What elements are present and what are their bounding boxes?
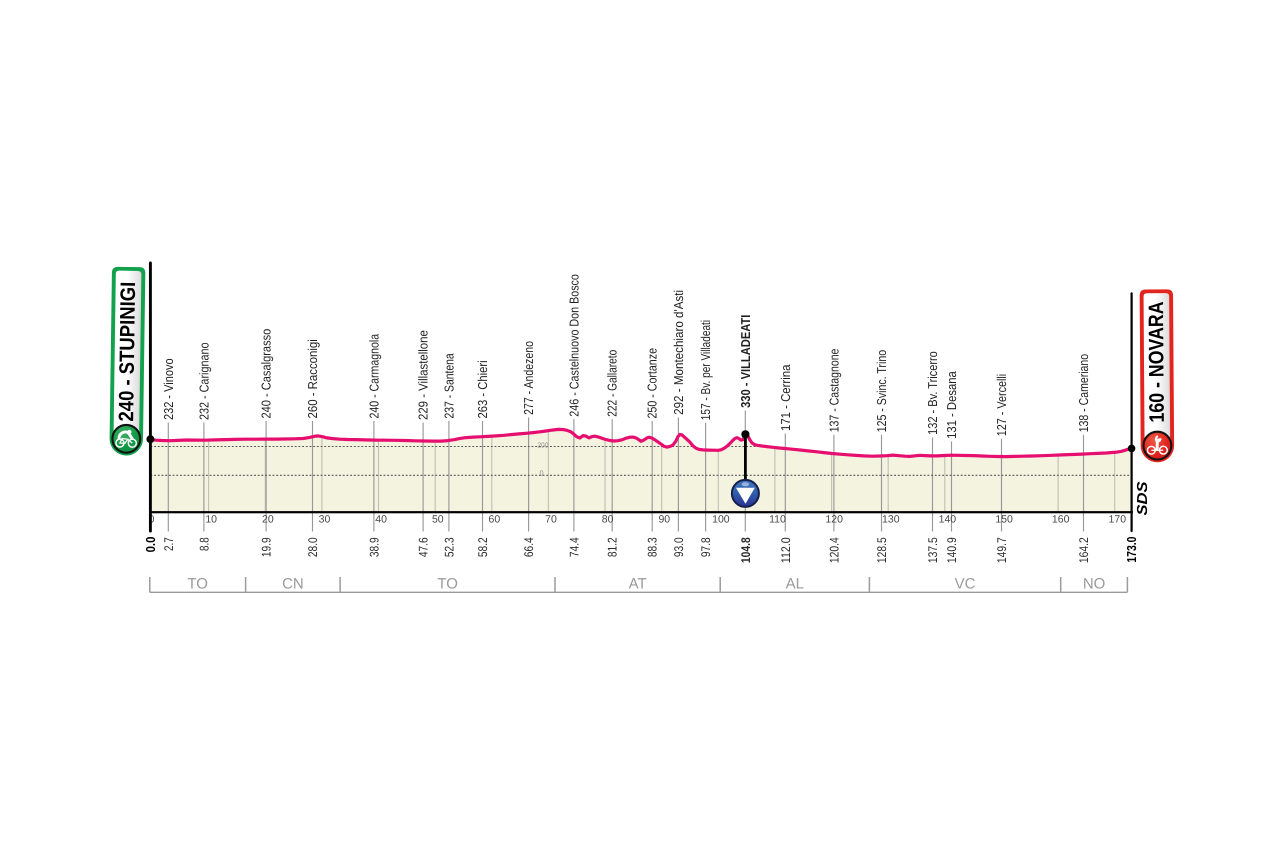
svg-text:171 - Cerrina: 171 - Cerrina (778, 364, 793, 431)
svg-text:150: 150 (995, 514, 1013, 526)
svg-text:292 - Montechiaro d'Asti: 292 - Montechiaro d'Asti (671, 290, 686, 415)
svg-text:88.3: 88.3 (646, 537, 660, 557)
svg-text:93.0: 93.0 (672, 537, 686, 557)
svg-text:138 - Cameriano: 138 - Cameriano (1076, 354, 1091, 432)
svg-text:170: 170 (1109, 514, 1127, 526)
svg-text:20: 20 (262, 514, 274, 526)
svg-text:131 - Desana: 131 - Desana (944, 370, 959, 438)
svg-text:47.6: 47.6 (417, 537, 431, 557)
svg-text:AL: AL (786, 576, 804, 593)
svg-text:173.0: 173.0 (1124, 537, 1139, 563)
svg-text:229 - Villastellone: 229 - Villastellone (416, 330, 431, 420)
svg-text:CN: CN (282, 576, 304, 593)
svg-text:140.9: 140.9 (945, 537, 959, 563)
svg-text:28.0: 28.0 (306, 537, 320, 557)
svg-text:38.9: 38.9 (367, 537, 381, 557)
svg-text:240 - Casalgrasso: 240 - Casalgrasso (259, 329, 274, 419)
svg-text:277 - Andezeno: 277 - Andezeno (521, 341, 536, 415)
svg-text:TO: TO (437, 576, 458, 593)
svg-text:160: 160 (1052, 514, 1070, 526)
svg-text:52.3: 52.3 (442, 537, 456, 557)
svg-text:30: 30 (319, 514, 331, 526)
svg-text:NO: NO (1083, 576, 1106, 593)
svg-text:TO: TO (187, 576, 208, 593)
svg-text:80: 80 (602, 514, 614, 526)
svg-text:120.4: 120.4 (827, 537, 841, 563)
svg-text:0: 0 (540, 469, 544, 478)
svg-text:100: 100 (712, 514, 730, 526)
svg-text:232 - Vinovo: 232 - Vinovo (161, 358, 176, 420)
svg-text:2.7: 2.7 (162, 537, 176, 551)
svg-text:120: 120 (825, 514, 843, 526)
svg-text:260 - Racconigi: 260 - Racconigi (305, 339, 320, 418)
svg-text:149.7: 149.7 (995, 537, 1009, 563)
svg-text:200: 200 (537, 440, 548, 449)
svg-text:74.4: 74.4 (567, 537, 581, 557)
svg-text:19.9: 19.9 (260, 537, 274, 557)
svg-text:90: 90 (658, 514, 670, 526)
svg-text:240 - Carmagnola: 240 - Carmagnola (366, 333, 381, 418)
svg-text:40: 40 (375, 514, 387, 526)
svg-text:130: 130 (882, 514, 900, 526)
svg-text:232 - Carignano: 232 - Carignano (196, 343, 211, 421)
svg-text:137 - Castagnone: 137 - Castagnone (826, 349, 841, 433)
svg-text:240 - STUPINIGI: 240 - STUPINIGI (115, 282, 140, 422)
svg-text:70: 70 (545, 514, 557, 526)
svg-text:60: 60 (489, 514, 501, 526)
svg-text:140: 140 (939, 514, 957, 526)
svg-text:137.5: 137.5 (926, 537, 940, 563)
svg-text:50: 50 (432, 514, 444, 526)
svg-text:81.2: 81.2 (606, 537, 620, 557)
svg-text:222 - Gallareto: 222 - Gallareto (605, 350, 620, 417)
svg-text:160 - NOVARA: 160 - NOVARA (1145, 301, 1169, 422)
svg-text:8.8: 8.8 (197, 537, 211, 551)
svg-text:164.2: 164.2 (1077, 537, 1091, 563)
svg-text:125 - Svinc. Trino: 125 - Svinc. Trino (874, 350, 889, 432)
svg-text:263 - Chieri: 263 - Chieri (475, 360, 490, 418)
svg-text:127 - Vercelli: 127 - Vercelli (994, 374, 1009, 436)
svg-text:SDS: SDS (1135, 481, 1151, 515)
svg-text:132 - Bv. Tricerro: 132 - Bv. Tricerro (925, 351, 940, 435)
svg-text:128.5: 128.5 (875, 537, 889, 563)
svg-text:250 - Cortanze: 250 - Cortanze (645, 348, 660, 419)
svg-text:330 - VILLADEATI: 330 - VILLADEATI (738, 315, 753, 408)
svg-text:58.2: 58.2 (476, 537, 490, 557)
svg-text:VC: VC (955, 576, 976, 593)
svg-text:157 - Bv. per Villadeati: 157 - Bv. per Villadeati (698, 320, 713, 420)
svg-text:97.8: 97.8 (699, 537, 713, 557)
svg-text:10: 10 (205, 514, 217, 526)
svg-text:104.8: 104.8 (739, 537, 753, 563)
svg-text:0.0: 0.0 (143, 537, 158, 553)
svg-text:110: 110 (769, 514, 786, 526)
svg-text:237 - Santena: 237 - Santena (441, 353, 456, 419)
svg-text:246 - Castelnuovo Don Bosco: 246 - Castelnuovo Don Bosco (566, 274, 581, 417)
svg-text:66.4: 66.4 (522, 537, 536, 557)
svg-text:112.0: 112.0 (779, 537, 793, 563)
svg-text:AT: AT (629, 576, 647, 593)
